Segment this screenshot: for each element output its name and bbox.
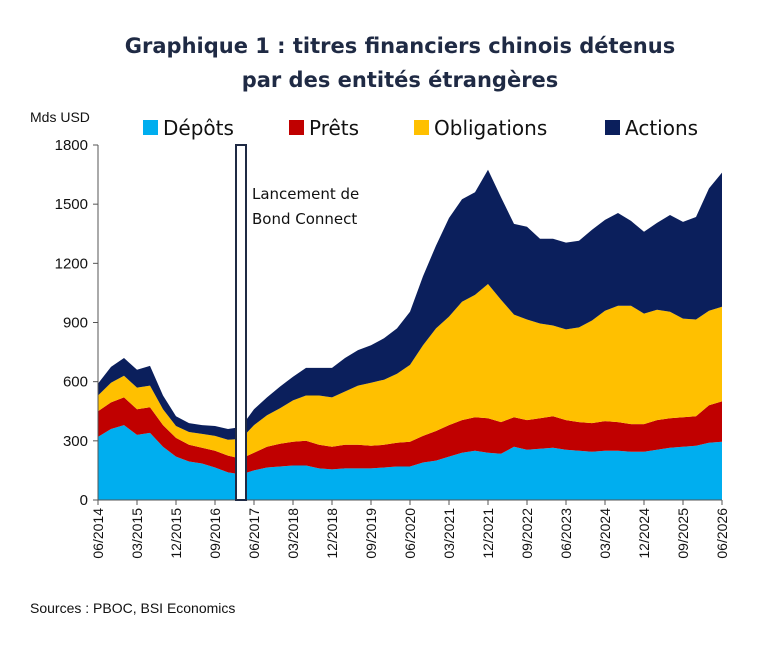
y-tick-label: 300 xyxy=(63,433,88,450)
x-tick-label: 06/2020 xyxy=(402,508,418,559)
y-tick-label: 600 xyxy=(63,374,88,391)
x-tick-label: 03/2015 xyxy=(129,508,145,559)
x-tick-label: 09/2022 xyxy=(519,508,535,559)
y-axis-unit-label: Mds USD xyxy=(30,109,90,125)
x-tick-label: 03/2024 xyxy=(597,508,613,559)
y-axis-ticks: 0 300 600 900 1200 1500 1800 xyxy=(55,137,98,509)
y-tick-label: 1800 xyxy=(55,137,88,154)
x-tick-label: 06/2017 xyxy=(246,508,262,559)
source-note: Sources : PBOC, BSI Economics xyxy=(30,600,235,616)
legend-swatch-1 xyxy=(289,120,304,135)
y-tick-label: 1200 xyxy=(55,255,88,272)
y-tick-label: 0 xyxy=(80,492,88,509)
chart-title-line1: Graphique 1 : titres financiers chinois … xyxy=(125,34,675,58)
chart-title-line2: par des entités étrangères xyxy=(242,68,559,92)
x-tick-label: 12/2021 xyxy=(480,508,496,559)
x-tick-label: 09/2025 xyxy=(675,508,691,559)
plot-areas xyxy=(98,169,722,500)
legend: Dépôts Prêts Obligations Actions xyxy=(143,116,698,140)
area-series-1 xyxy=(98,397,722,475)
legend-label-0: Dépôts xyxy=(163,116,234,140)
x-tick-label: 03/2018 xyxy=(285,508,301,559)
x-tick-label: 06/2023 xyxy=(558,508,574,559)
legend-swatch-0 xyxy=(143,120,158,135)
legend-swatch-3 xyxy=(605,120,620,135)
x-tick-label: 12/2024 xyxy=(636,508,652,559)
y-tick-label: 900 xyxy=(63,315,88,332)
x-tick-label: 06/2014 xyxy=(90,508,106,559)
legend-swatch-2 xyxy=(414,120,429,135)
x-tick-label: 03/2021 xyxy=(441,508,457,559)
area-series-0 xyxy=(98,425,722,500)
area-series-3 xyxy=(98,169,722,440)
x-tick-label: 09/2016 xyxy=(207,508,223,559)
annotation-line1: Lancement de xyxy=(252,185,359,203)
x-tick-label: 12/2015 xyxy=(168,508,184,559)
x-tick-label: 06/2026 xyxy=(714,508,730,559)
y-tick-label: 1500 xyxy=(55,196,88,213)
x-tick-label: 12/2018 xyxy=(324,508,340,559)
legend-label-1: Prêts xyxy=(309,116,359,140)
x-tick-label: 09/2019 xyxy=(363,508,379,559)
x-axis-ticks: 06/2014 03/2015 12/2015 09/2016 06/2017 03/20… xyxy=(90,500,730,559)
legend-label-2: Obligations xyxy=(434,116,547,140)
area-series-2 xyxy=(98,284,722,459)
legend-label-3: Actions xyxy=(625,116,698,140)
bond-connect-marker xyxy=(235,144,247,501)
annotation-line2: Bond Connect xyxy=(252,210,357,228)
